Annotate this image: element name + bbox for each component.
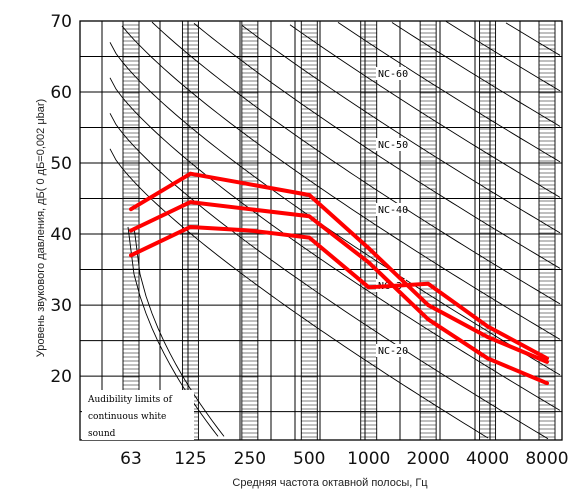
- data-series: [129, 171, 549, 386]
- y-tick-label: 30: [50, 296, 72, 316]
- nc-curve: [391, 22, 561, 127]
- y-tick-label: 70: [50, 12, 72, 32]
- x-tick-label: 4000: [466, 449, 509, 469]
- band-hatch-lines: [479, 24, 496, 438]
- nc-label-bg: [376, 344, 406, 357]
- nc-label-bg: [376, 67, 406, 80]
- nc-curve: [109, 77, 561, 411]
- annotation-line: sound: [88, 429, 116, 439]
- nc-curve: [337, 21, 561, 163]
- nc-curve: [241, 25, 561, 234]
- nc-label-bg: [376, 138, 406, 151]
- nc-label: NC-60: [378, 69, 408, 80]
- series-line: [129, 200, 549, 386]
- x-axis-title: Средняя частота октавной полосы, Гц: [232, 477, 428, 489]
- nc-curves: [109, 21, 561, 440]
- nc-curve: [151, 21, 561, 305]
- nc-curve: [109, 113, 549, 440]
- nc-curve: [193, 23, 561, 269]
- nc-label: NC-20: [378, 346, 408, 357]
- x-tick-label: 8000: [525, 449, 568, 469]
- y-tick-label: 40: [50, 225, 72, 245]
- y-tick-label: 20: [50, 367, 72, 387]
- series-line: [129, 171, 549, 364]
- y-tick-label: 60: [50, 83, 72, 103]
- audibility-curve: [127, 226, 219, 437]
- y-axis-title: Уровень звукового давления, дБ( 0 дБ=0,0…: [35, 99, 47, 357]
- audibility-curve: [133, 226, 225, 437]
- band-hatch-lines: [301, 24, 318, 438]
- nc-curve: [121, 25, 561, 340]
- nc-curve: [289, 24, 561, 198]
- nc-curve: [109, 42, 561, 376]
- tick-labels: 20 30 40 50 60 70 63 125 250 500 1000 2000 4000 8000: [50, 12, 568, 469]
- annotation-box: [82, 390, 194, 440]
- nc-label: NC-40: [378, 205, 408, 216]
- plot-frame: [79, 20, 563, 441]
- y-tick-label: 50: [50, 154, 72, 174]
- x-tick-label: 125: [174, 449, 206, 469]
- x-tick-label: 500: [293, 449, 325, 469]
- nc-curve: [445, 21, 561, 92]
- nc-curve: [109, 148, 489, 439]
- x-tick-label: 63: [120, 449, 142, 469]
- band-hatch-lines: [360, 24, 377, 438]
- nc-curve: [505, 22, 561, 56]
- nc-label: NC-50: [378, 140, 408, 151]
- annotation-line: Audibility limits of: [87, 395, 173, 405]
- band-hatch-lines: [539, 24, 555, 438]
- nc-label-bg: [376, 203, 406, 216]
- x-tick-label: 1000: [347, 449, 390, 469]
- annotation: Audibility limits of continuous white so…: [82, 390, 194, 440]
- series-line: [129, 224, 549, 361]
- annotation-line: continuous white: [88, 412, 166, 422]
- grid-lines: [79, 20, 563, 441]
- x-tick-label: 250: [234, 449, 266, 469]
- x-tick-label: 2000: [407, 449, 450, 469]
